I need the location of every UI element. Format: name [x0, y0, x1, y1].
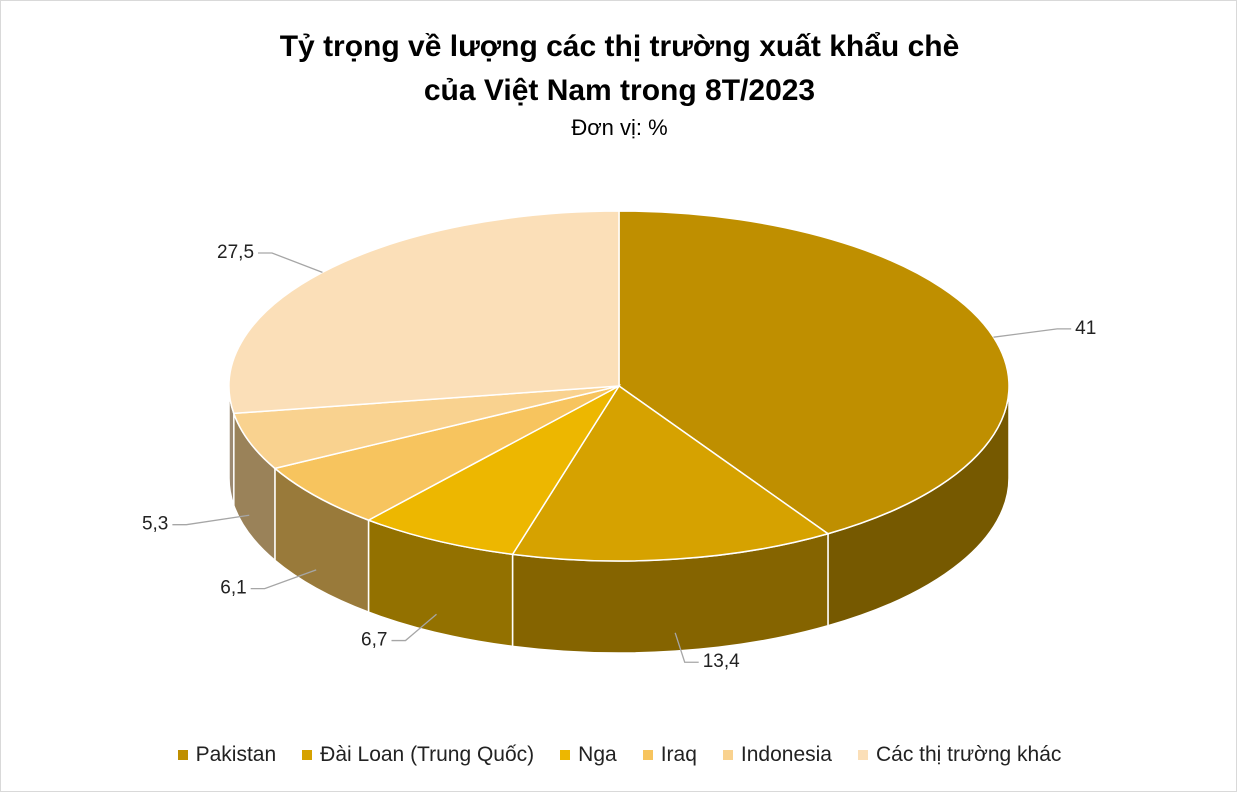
leader-line	[258, 252, 323, 273]
data-label: 13,4	[703, 651, 740, 672]
legend: Pakistan Đài Loan (Trung Quốc) Nga Iraq Indo…	[1, 743, 1236, 767]
legend-item: Pakistan	[177, 743, 277, 767]
legend-swatch	[857, 750, 868, 760]
legend-swatch	[722, 750, 733, 760]
chart-title: Tỷ trọng về lượng các thị trường xuất kh…	[279, 30, 960, 107]
data-label: 6,7	[361, 630, 387, 651]
leader-line	[674, 632, 699, 663]
data-label: 27,5	[217, 242, 254, 263]
legend-swatch	[560, 750, 571, 760]
leader-line	[391, 613, 437, 642]
legend-item: Các thị trường khác	[857, 743, 1062, 767]
legend-item: Indonesia	[722, 743, 832, 767]
chart-subtitle: Đơn vị: %	[571, 115, 668, 140]
legend-item: Iraq	[642, 743, 697, 767]
data-label: 6,1	[220, 578, 246, 599]
legend-swatch	[642, 750, 653, 760]
leader-line	[250, 569, 317, 590]
legend-swatch	[177, 750, 188, 760]
slice	[366, 383, 622, 556]
slice	[228, 210, 620, 415]
leader-line	[993, 328, 1072, 338]
legend-item: Nga	[560, 743, 617, 767]
data-label: 41	[1075, 318, 1096, 339]
legend-label: Pakistan	[195, 743, 277, 766]
slice	[618, 210, 1010, 535]
leader-line	[172, 514, 250, 526]
legend-label: Đài Loan (Trung Quốc)	[320, 743, 535, 766]
slice	[273, 385, 620, 521]
legend-label: Indonesia	[740, 743, 832, 766]
legend-swatch	[302, 750, 313, 760]
legend-item: Đài Loan (Trung Quốc)	[302, 743, 534, 767]
legend-label: Iraq	[660, 743, 697, 766]
data-label: 5,3	[142, 514, 168, 535]
legend-label: Nga	[578, 743, 617, 766]
legend-label: Các thị trường khác	[875, 743, 1062, 766]
